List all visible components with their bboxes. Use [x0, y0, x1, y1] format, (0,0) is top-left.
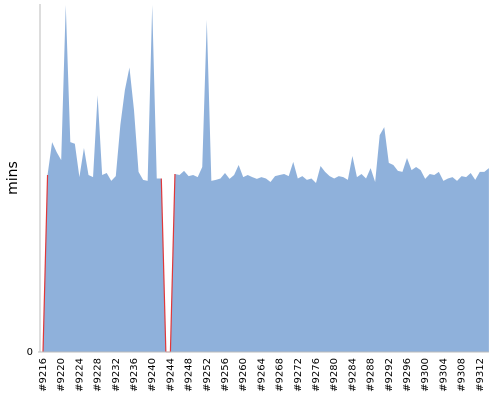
x-tick-label: #9308 — [457, 358, 468, 392]
x-tick-label: #9260 — [238, 358, 249, 392]
x-tick-label: #9276 — [311, 358, 322, 392]
zero-segment — [160, 178, 167, 353]
x-tick-label: #9224 — [74, 358, 85, 392]
x-tick-label: #9252 — [202, 358, 213, 392]
x-tick-label: #9232 — [111, 358, 122, 392]
y-tick-label: 0 — [27, 347, 33, 358]
y-axis-label: mins — [5, 161, 21, 195]
x-tick-label: #9304 — [438, 358, 449, 392]
x-tick-label: #9268 — [275, 358, 286, 392]
zero-segment — [42, 175, 49, 353]
x-tick-label: #9228 — [93, 358, 104, 392]
x-tick-label: #9292 — [384, 358, 395, 392]
x-tick-label: #9288 — [366, 358, 377, 392]
x-tick-label: #9272 — [293, 358, 304, 392]
x-tick-label: #9264 — [256, 358, 267, 392]
x-tick-label: #9240 — [147, 358, 158, 392]
x-tick-label: #9284 — [347, 358, 358, 392]
x-tick-label: #9312 — [475, 358, 486, 392]
x-tick-label: #9280 — [329, 358, 340, 392]
x-tick-label: #9296 — [402, 358, 413, 392]
x-tick-label: #9244 — [165, 358, 176, 392]
x-tick-label: #9248 — [184, 358, 195, 392]
area — [43, 5, 489, 352]
zero-segment — [169, 173, 176, 353]
x-tick-label: #9216 — [38, 358, 49, 392]
x-tick-label: #9256 — [220, 358, 231, 392]
x-tick-label: #9220 — [56, 358, 67, 392]
x-tick-label: #9236 — [129, 358, 140, 392]
x-tick-label: #9300 — [420, 358, 431, 392]
